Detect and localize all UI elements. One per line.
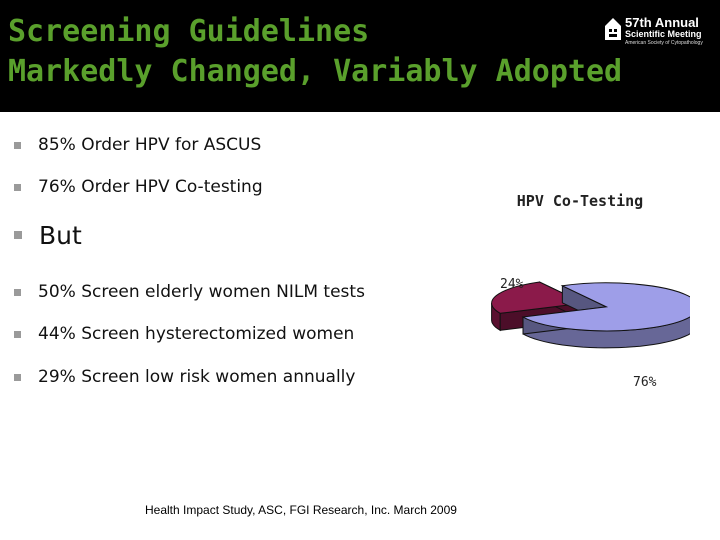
slide-header: Screening Guidelines Markedly Changed, V… <box>0 0 720 112</box>
bullet-square-icon <box>14 183 21 191</box>
chart-title: HPV Co-Testing <box>517 192 643 210</box>
logo-line-2: Scientific Meeting <box>625 29 702 39</box>
bullet-text: 29% Screen low risk women annually <box>38 367 356 387</box>
bullet-square-icon <box>14 231 22 239</box>
bullet-square-icon <box>14 330 21 338</box>
bullet-item: 29% Screen low risk women annually <box>14 362 355 392</box>
bullet-text: But <box>39 220 82 250</box>
bullet-list: 85% Order HPV for ASCUS 76% Order HPV Co… <box>14 130 365 392</box>
data-label: 24% <box>500 277 524 292</box>
slide-title: Screening Guidelines Markedly Changed, V… <box>8 12 622 92</box>
bullet-text: 50% Screen elderly women NILM tests <box>38 282 365 302</box>
pie-slice-top <box>491 281 586 314</box>
cytopathology-logo-icon <box>605 18 621 40</box>
bullet-item: 50% Screen elderly women NILM tests <box>14 277 365 307</box>
bullet-text: 76% Order HPV Co-testing <box>38 177 263 197</box>
bullet-square-icon <box>14 141 21 149</box>
title-line-1: Screening Guidelines <box>8 14 370 49</box>
bullet-item: 44% Screen hysterectomized women <box>14 319 354 349</box>
pie-slice <box>521 282 690 349</box>
hpv-co-testing-pie-chart: HPV Co-Testing 24% 76% <box>491 192 690 390</box>
logo-line-3: American Society of Cytopathology <box>625 40 703 46</box>
bullet-square-icon <box>14 373 21 381</box>
meeting-logo: 57th Annual Scientific Meeting American … <box>603 16 715 52</box>
data-label: 76% <box>633 375 657 390</box>
bullet-square-icon <box>14 288 21 296</box>
bullet-item: 85% Order HPV for ASCUS <box>14 130 261 160</box>
bullet-text: 44% Screen hysterectomized women <box>38 324 355 344</box>
title-line-2: Markedly Changed, Variably Adopted <box>8 54 623 89</box>
bullet-item: But <box>14 220 82 250</box>
bullet-text: 85% Order HPV for ASCUS <box>38 135 262 155</box>
pie-slice-top <box>521 282 690 332</box>
source-footnote: Health Impact Study, ASC, FGI Research, … <box>145 503 457 517</box>
logo-line-1: 57th Annual <box>625 15 699 30</box>
bullet-item: 76% Order HPV Co-testing <box>14 172 263 202</box>
